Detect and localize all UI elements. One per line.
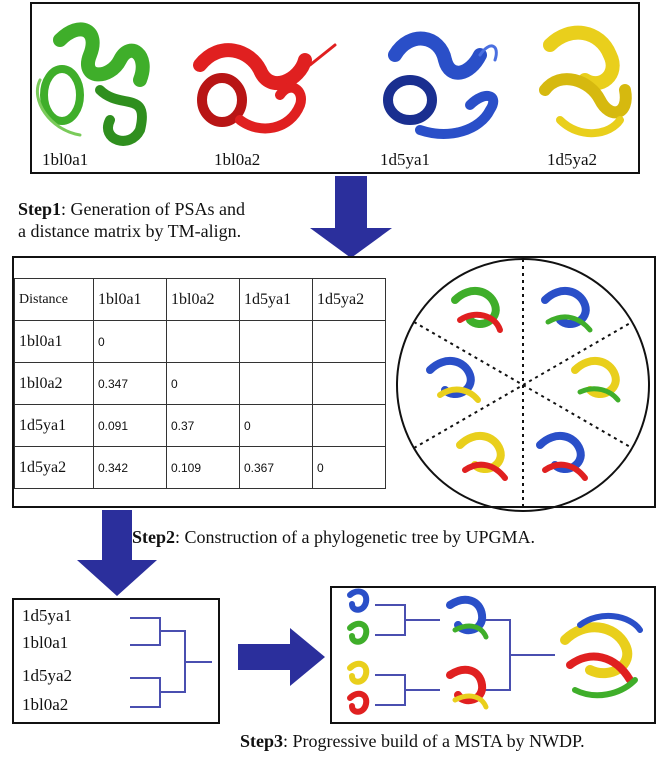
matrix-row: 1bl0a2 0.347 0 (14, 362, 386, 405)
matrix-col-header: 1bl0a2 (166, 278, 240, 321)
matrix-cell (312, 320, 386, 363)
structure-label-1bl0a1: 1bl0a1 (42, 150, 89, 169)
distance-matrix-table: Distance 1bl0a1 1bl0a2 1d5ya1 1d5ya2 1bl… (14, 278, 386, 489)
matrix-cell (312, 362, 386, 405)
matrix-cell: 0 (93, 320, 167, 363)
step3-text: : Progressive build of a MSTA by NWDP. (283, 731, 585, 751)
step2-title: Step2 (132, 527, 176, 547)
distance-matrix-panel (12, 256, 656, 508)
right-arrow-icon (238, 628, 325, 686)
matrix-cell (239, 320, 313, 363)
matrix-cell: 0.37 (166, 404, 240, 447)
matrix-row: 1bl0a1 0 (14, 320, 386, 363)
tree-panel (12, 598, 220, 724)
msta-tree (375, 604, 555, 706)
protein-1bl0a2-icon (193, 43, 337, 134)
msta-structures-icon (347, 588, 643, 715)
matrix-cell: 0.367 (239, 446, 313, 489)
step2-text: : Construction of a phylogenetic tree by… (175, 527, 535, 547)
down-arrow-step2-icon (77, 510, 157, 596)
matrix-col-header: 1d5ya2 (312, 278, 386, 321)
step3-caption: Step3: Progressive build of a MSTA by NW… (240, 730, 585, 752)
matrix-row-header: 1bl0a1 (14, 320, 94, 363)
tree-leaf-label: 1d5ya1 (22, 606, 73, 625)
matrix-col-header: 1bl0a1 (93, 278, 167, 321)
matrix-row-header: 1d5ya1 (14, 404, 94, 447)
matrix-cell (239, 362, 313, 405)
upgma-tree (130, 617, 212, 708)
step1-text-line1: : Generation of PSAs and (61, 199, 245, 219)
msta-panel (330, 586, 656, 724)
matrix-col-header: 1d5ya1 (239, 278, 313, 321)
matrix-cell: 0 (312, 446, 386, 489)
matrix-cell: 0 (239, 404, 313, 447)
structures-panel (30, 2, 640, 174)
step1-title: Step1 (18, 199, 62, 219)
matrix-corner-header: Distance (14, 278, 94, 321)
tree-leaf-label: 1bl0a2 (22, 695, 69, 714)
matrix-row: 1d5ya2 0.342 0.109 0.367 0 (14, 446, 386, 489)
step3-title: Step3 (240, 731, 284, 751)
matrix-cell (312, 404, 386, 447)
matrix-cell: 0.109 (166, 446, 240, 489)
protein-1bl0a1-icon (35, 22, 150, 146)
structure-label-1d5ya2: 1d5ya2 (547, 150, 598, 169)
step1-text-line2: a distance matrix by TM-align. (18, 221, 242, 241)
step2-caption: Step2: Construction of a phylogenetic tr… (132, 526, 535, 548)
matrix-cell (166, 320, 240, 363)
tree-leaf-label: 1d5ya2 (22, 666, 73, 685)
down-arrow-step1-icon (310, 176, 392, 258)
matrix-row-header: 1bl0a2 (14, 362, 94, 405)
matrix-row: 1d5ya1 0.091 0.37 0 (14, 404, 386, 447)
tree-leaf-label: 1bl0a1 (22, 633, 69, 652)
pair-superpositions-icon (426, 287, 621, 481)
protein-1d5ya2-icon (539, 25, 632, 138)
structure-label-1bl0a2: 1bl0a2 (214, 150, 261, 169)
step1-caption: Step1: Generation of PSAs and a distance… (18, 198, 245, 242)
matrix-row-header: 1d5ya2 (14, 446, 94, 489)
matrix-cell: 0 (166, 362, 240, 405)
structure-label-1d5ya1: 1d5ya1 (380, 150, 431, 169)
matrix-cell: 0.091 (93, 404, 167, 447)
matrix-cell: 0.342 (93, 446, 167, 489)
protein-1d5ya1-icon (383, 31, 499, 139)
matrix-cell: 0.347 (93, 362, 167, 405)
